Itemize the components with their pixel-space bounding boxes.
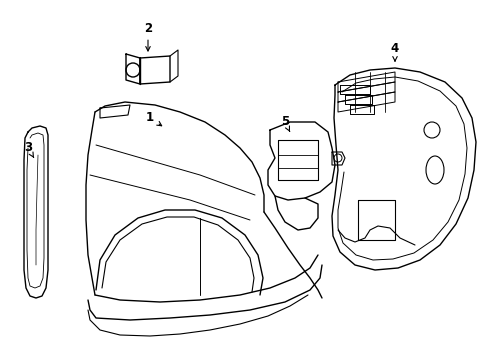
Text: 3: 3 — [24, 141, 34, 157]
Text: 2: 2 — [143, 22, 152, 51]
Text: 1: 1 — [145, 112, 162, 126]
Text: 5: 5 — [280, 116, 289, 131]
Text: 4: 4 — [390, 41, 398, 61]
